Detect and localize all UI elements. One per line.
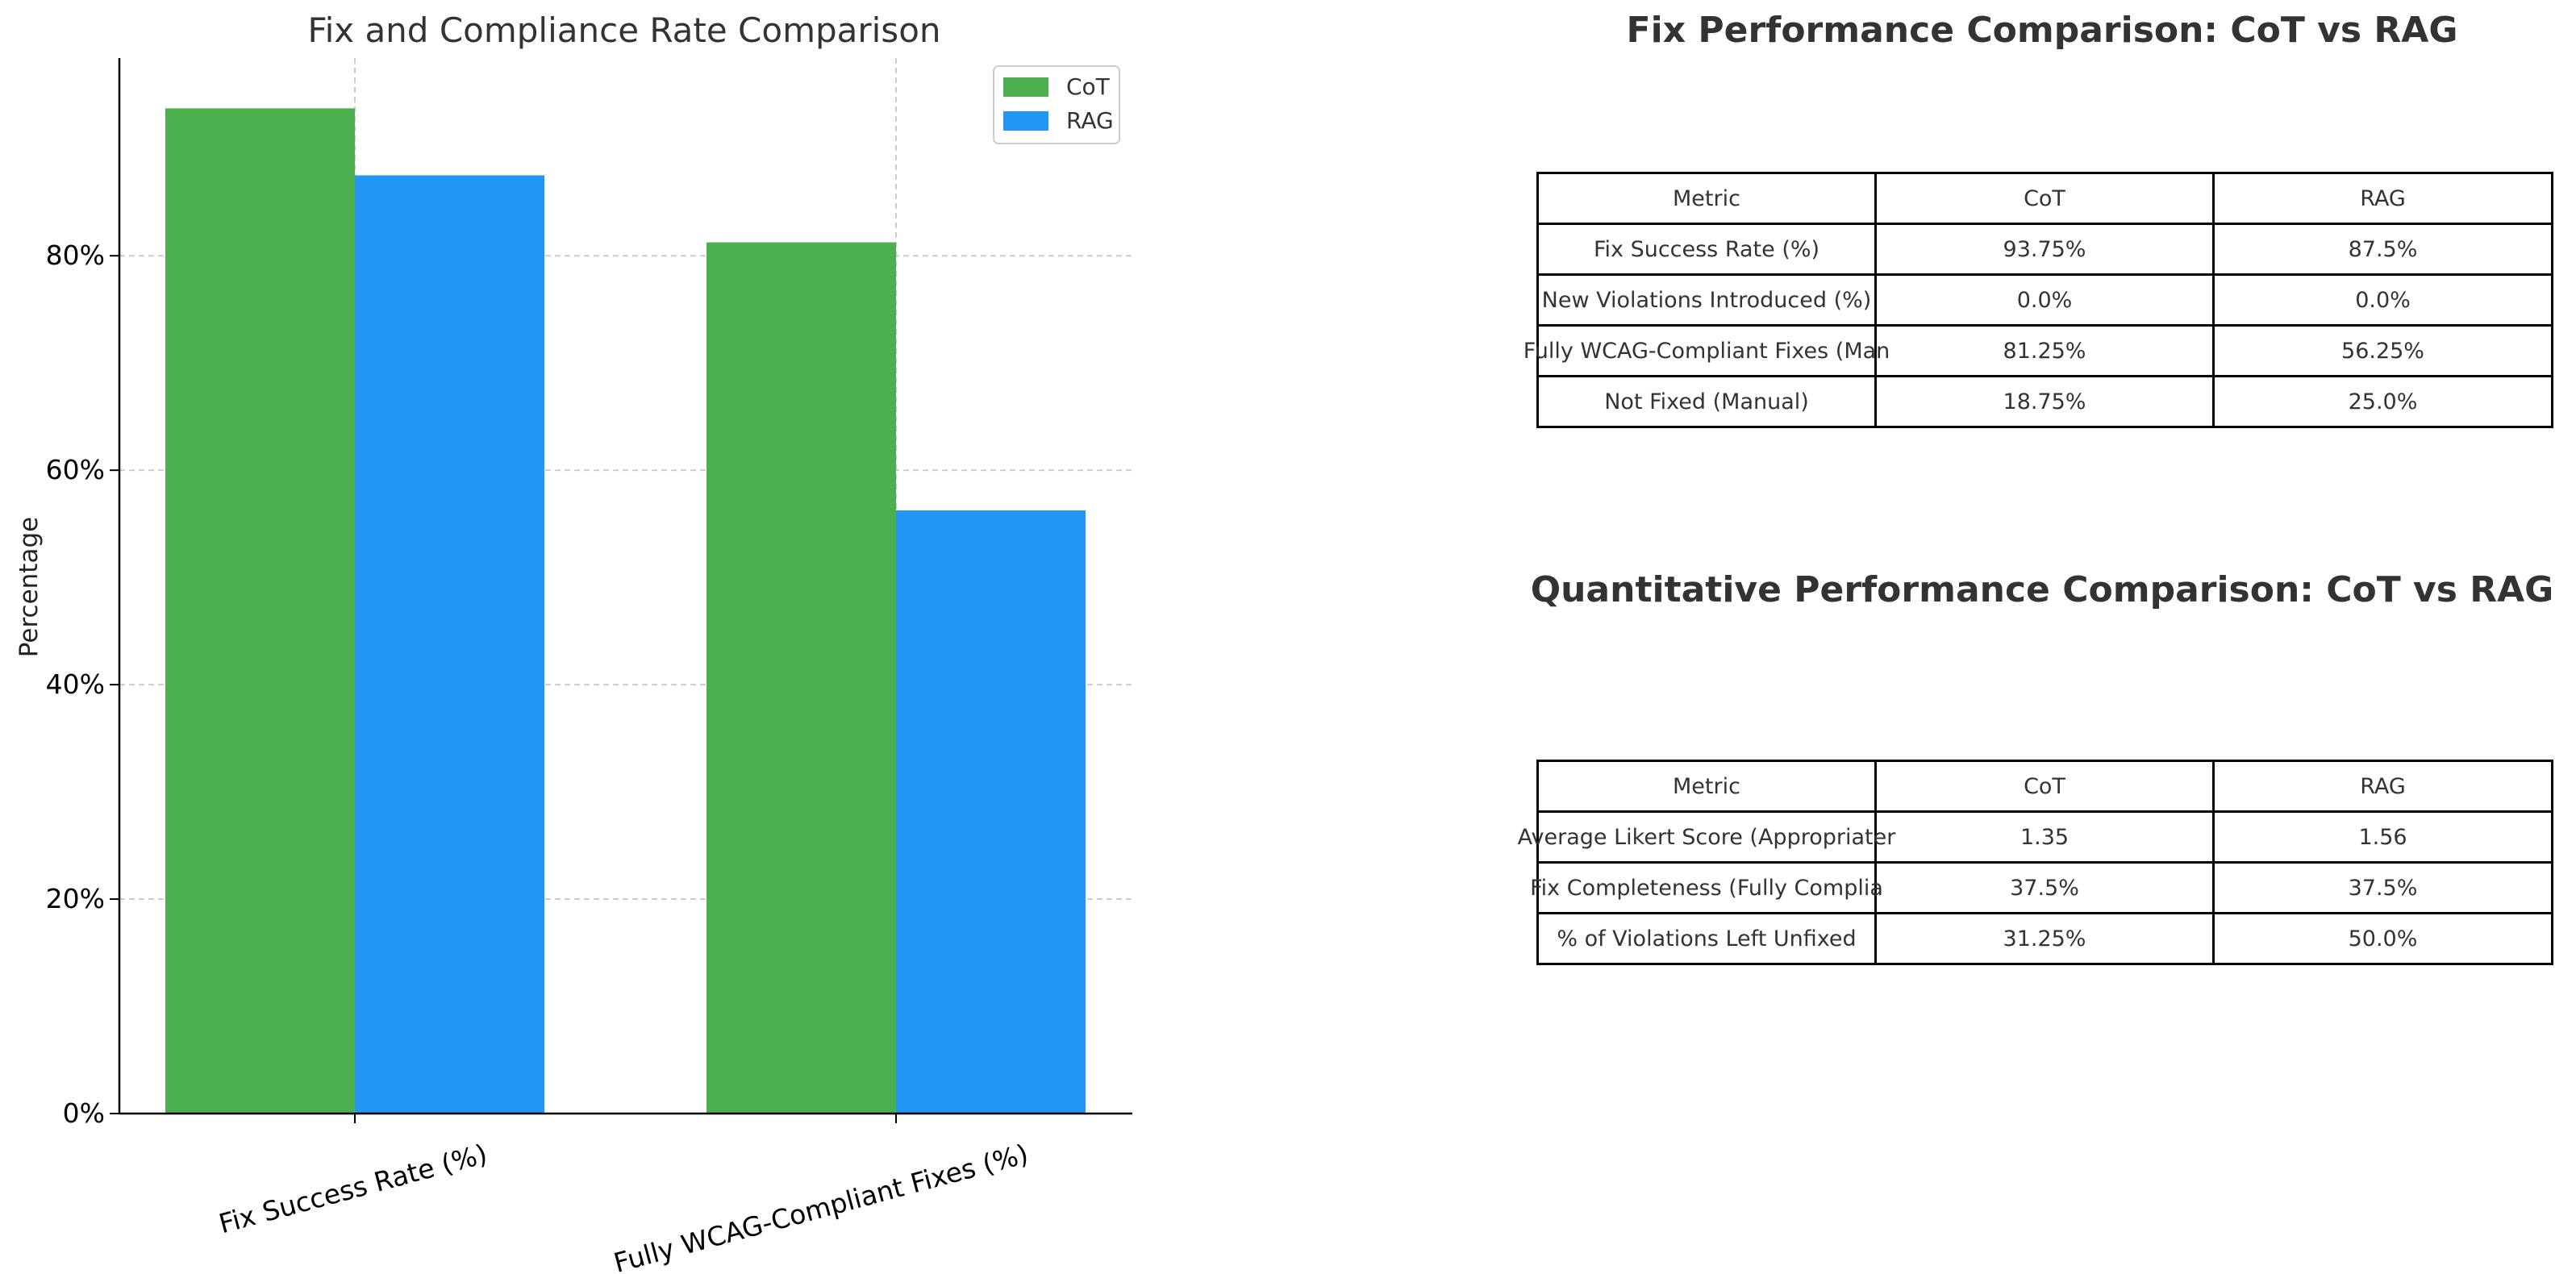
fix-table-header-cell: RAG — [2212, 172, 2553, 225]
y-tick-label: 60% — [46, 454, 105, 485]
fix-table-header-row: Metric CoT RAG — [1536, 172, 2553, 225]
quant-table-cell: 37.5% — [1874, 861, 2215, 914]
quant-table-row: Average Likert Score (Appropriater 1.35 1.… — [1518, 810, 2553, 864]
fix-table-row: Fix Success Rate (%) 93.75% 87.5% — [1536, 223, 2553, 276]
quant-table-header-cell: CoT — [1874, 760, 2215, 813]
fix-table-cell: 56.25% — [2212, 324, 2553, 377]
quant-table-cell: 50.0% — [2212, 912, 2553, 965]
quant-table-header-cell: RAG — [2212, 760, 2553, 813]
bar-cot-1 — [707, 242, 896, 1114]
y-tick-label: 20% — [46, 883, 105, 914]
fix-table-row: Fully WCAG-Compliant Fixes (Man 81.25% 56.… — [1524, 324, 2553, 377]
quant-table-header-cell: Metric — [1536, 760, 1877, 813]
bar-rag-1 — [896, 510, 1086, 1114]
quant-table-cell: 1.35 — [1874, 810, 2215, 864]
table-1-title: Fix Performance Comparison: CoT vs RAG — [1626, 10, 2458, 51]
quantitative-performance-table: Metric CoT RAG Average Likert Score (Approp… — [1518, 760, 2553, 965]
bar-chart: 0% 20% 40% 60% 80% Fix Success Rate (%) Fully … — [15, 10, 1132, 1274]
fix-table-cell: Fix Success Rate (%) — [1536, 223, 1877, 276]
quant-table-cell: 31.25% — [1874, 912, 2215, 965]
bar-cot-0 — [165, 108, 355, 1114]
legend: CoT RAG — [993, 65, 1120, 144]
chart-title: Fix and Compliance Rate Comparison — [307, 10, 940, 50]
fix-table-cell: 87.5% — [2212, 223, 2553, 276]
y-tick-label: 40% — [46, 668, 105, 700]
quant-table-row: % of Violations Left Unfixed 31.25% 50.0% — [1536, 912, 2553, 965]
y-axis-label: Percentage — [15, 517, 44, 657]
quant-table-cell: % of Violations Left Unfixed — [1536, 912, 1877, 965]
bar-rag-0 — [355, 175, 544, 1114]
quant-table-row: Fix Completeness (Fully Complia 37.5% 37.5… — [1530, 861, 2553, 914]
fix-table-cell: 0.0% — [2212, 273, 2553, 327]
fix-table-row: Not Fixed (Manual) 18.75% 25.0% — [1536, 375, 2553, 428]
quant-table-header-row: Metric CoT RAG — [1536, 760, 2553, 813]
fix-table-cell: Fully WCAG-Compliant Fixes (Man — [1524, 324, 1890, 377]
fix-performance-table: Metric CoT RAG Fix Success Rate (%) 93.75% 87… — [1524, 172, 2553, 428]
legend-swatch-cot — [1003, 77, 1048, 97]
fix-table-cell: New Violations Introduced (%) — [1536, 273, 1877, 327]
fix-table-cell: 93.75% — [1874, 223, 2215, 276]
fix-table-row: New Violations Introduced (%) 0.0% 0.0% — [1536, 273, 2553, 327]
legend-label-rag: RAG — [1066, 107, 1114, 134]
quant-table-cell: 37.5% — [2212, 861, 2553, 914]
fix-table-cell: 0.0% — [1874, 273, 2215, 327]
quant-table-cell: Fix Completeness (Fully Complia — [1530, 861, 1883, 914]
fix-table-cell: 18.75% — [1874, 375, 2215, 428]
y-tick-label: 80% — [46, 239, 105, 271]
fix-table-header-cell: Metric — [1536, 172, 1877, 225]
x-tick-label: Fix Success Rate (%) — [215, 1138, 490, 1239]
fix-table-cell: Not Fixed (Manual) — [1536, 375, 1877, 428]
quant-table-cell: Average Likert Score (Appropriater — [1518, 810, 1895, 864]
bars — [165, 108, 1086, 1114]
table-2-title: Quantitative Performance Comparison: CoT… — [1530, 569, 2554, 610]
y-tick-label: 0% — [63, 1097, 105, 1129]
fix-table-header-cell: CoT — [1874, 172, 2215, 225]
x-tick-label: Fully WCAG-Compliant Fixes (%) — [611, 1138, 1032, 1274]
legend-label-cot: CoT — [1066, 73, 1111, 100]
fix-table-cell: 81.25% — [1874, 324, 2215, 377]
legend-swatch-rag — [1003, 111, 1048, 131]
fix-table-cell: 25.0% — [2212, 375, 2553, 428]
quant-table-cell: 1.56 — [2212, 810, 2553, 864]
